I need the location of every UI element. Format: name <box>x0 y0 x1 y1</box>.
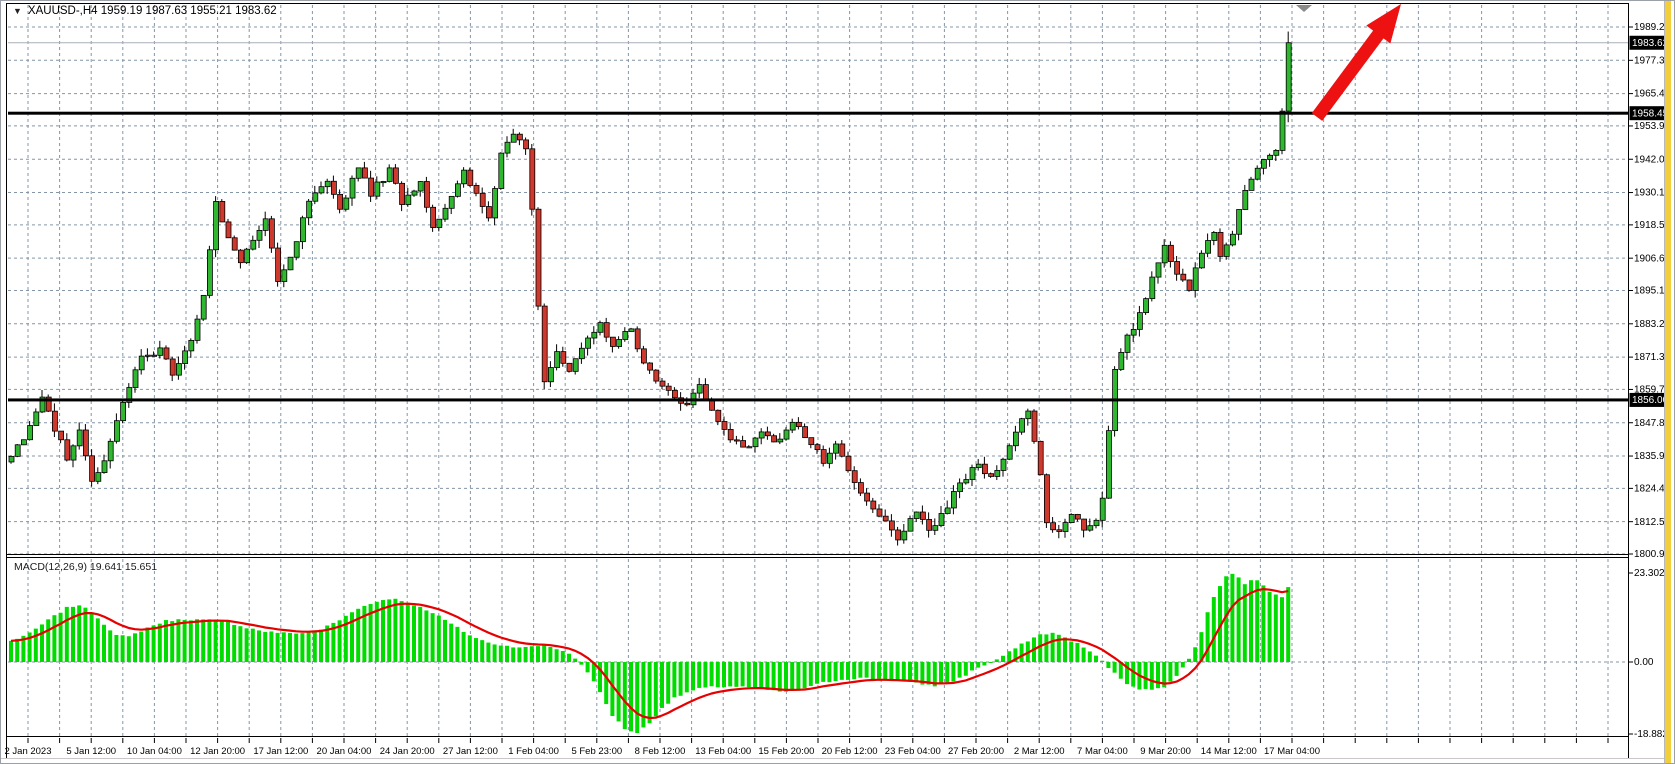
time-axis-labels: 2 Jan 2023 5 Jan 12:00 10 Jan 04:00 12 Jan … <box>4 738 1609 757</box>
vertical-gridlines <box>27 5 1609 736</box>
panel-frames <box>1 3 1674 759</box>
macd-histogram <box>9 573 1291 734</box>
price-tick-label: 1953.90 <box>1634 121 1671 132</box>
symbol-period-label: XAUUSD-,H4 <box>27 5 98 17</box>
time-tick-label: 12 Jan 20:00 <box>190 746 245 757</box>
time-tick-label: 14 Mar 12:00 <box>1201 746 1257 757</box>
price-label-boxed-text: 1958.45 <box>1632 108 1669 119</box>
price-label-boxed-text: 1856.00 <box>1632 395 1669 406</box>
price-axis-labels: 1989.25 1983.62 1977.35 1965.45 1958.45 1953.… <box>1629 22 1671 560</box>
time-tick-label: 7 Mar 04:00 <box>1077 746 1128 757</box>
time-axis[interactable] <box>7 739 1629 759</box>
macd-scale-label: 23.302 <box>1634 568 1665 579</box>
price-axis[interactable] <box>1629 1 1664 739</box>
time-tick-label: 20 Jan 04:00 <box>317 746 372 757</box>
boxed-price-label <box>1629 35 1668 50</box>
macd-indicator-label: MACD(12,26,9) 19.641 15.651 <box>14 561 157 573</box>
price-tick-label: 1812.50 <box>1634 517 1671 528</box>
price-tick-label: 1965.45 <box>1634 89 1671 100</box>
macd-signal-line <box>10 587 1289 720</box>
horizontal-levels[interactable] <box>8 111 1628 402</box>
ohlc-values: 1959.19 1987.63 1955.21 1983.62 <box>100 5 277 17</box>
price-tick-label: 1835.95 <box>1634 451 1671 462</box>
time-tick-label: 2 Mar 12:00 <box>1014 746 1065 757</box>
time-tick-label: 9 Mar 20:00 <box>1140 746 1191 757</box>
time-tick-label: 5 Feb 23:00 <box>571 746 622 757</box>
macd-main-value: 19.641 <box>89 561 122 573</box>
macd-scale-label: 0.00 <box>1634 657 1654 668</box>
macd-name: MACD(12,26,9) <box>14 561 87 573</box>
price-tick-label: 1859.75 <box>1634 385 1671 396</box>
collapse-chart-icon[interactable]: ▼ <box>13 6 22 16</box>
price-tick-label: 1918.55 <box>1634 220 1671 231</box>
time-tick-label: 10 Jan 04:00 <box>127 746 182 757</box>
trend-arrow[interactable] <box>1311 4 1401 121</box>
time-tick-label: 27 Jan 12:00 <box>443 746 498 757</box>
horizontal-level-line[interactable] <box>8 398 1628 402</box>
price-tick-label: 1895.10 <box>1634 286 1671 297</box>
window-edge-accent <box>1664 1 1671 763</box>
boxed-price-label <box>1629 392 1668 407</box>
time-tick-label: 13 Feb 04:00 <box>695 746 751 757</box>
time-tick-label: 17 Jan 12:00 <box>253 746 308 757</box>
horizontal-level-line[interactable] <box>8 111 1628 115</box>
price-tick-label: 1942.00 <box>1634 154 1671 165</box>
time-tick-label: 1 Feb 04:00 <box>508 746 559 757</box>
price-tick-label: 1824.40 <box>1634 484 1671 495</box>
price-tick-label: 1847.85 <box>1634 418 1671 429</box>
boxed-price-label <box>1629 106 1668 121</box>
price-tick-label: 1871.30 <box>1634 352 1671 363</box>
macd-signal-value: 15.651 <box>124 561 158 573</box>
price-tick-label: 1906.65 <box>1634 253 1671 264</box>
chart-shift-triangle-icon[interactable] <box>1296 5 1312 12</box>
price-label-boxed-text: 1983.62 <box>1632 38 1669 49</box>
price-tick-label: 1989.25 <box>1634 22 1671 33</box>
time-tick-label: 23 Feb 04:00 <box>885 746 941 757</box>
window-edge-white <box>1671 1 1674 763</box>
price-tick-label: 1800.95 <box>1634 549 1671 560</box>
price-tick-label: 1930.10 <box>1634 188 1671 199</box>
macd-scale-label: -18.882 <box>1634 729 1668 740</box>
time-tick-label: 20 Feb 12:00 <box>822 746 878 757</box>
price-tick-label: 1883.20 <box>1634 319 1671 330</box>
macd-scale-labels: 23.302 0.00 -18.882 <box>1629 568 1668 740</box>
time-tick-label: 17 Mar 04:00 <box>1264 746 1320 757</box>
time-tick-label: 5 Jan 12:00 <box>66 746 116 757</box>
time-tick-label: 27 Feb 20:00 <box>948 746 1004 757</box>
time-tick-label: 15 Feb 20:00 <box>758 746 814 757</box>
time-tick-label: 2 Jan 2023 <box>4 746 51 757</box>
chart-title-overlay: ▼ XAUUSD-,H4 1959.19 1987.63 1955.21 1983… <box>13 5 277 17</box>
time-tick-label: 24 Jan 20:00 <box>380 746 435 757</box>
candles-layer <box>8 31 1292 546</box>
price-tick-label: 1977.35 <box>1634 55 1671 66</box>
time-tick-label: 8 Feb 12:00 <box>635 746 686 757</box>
